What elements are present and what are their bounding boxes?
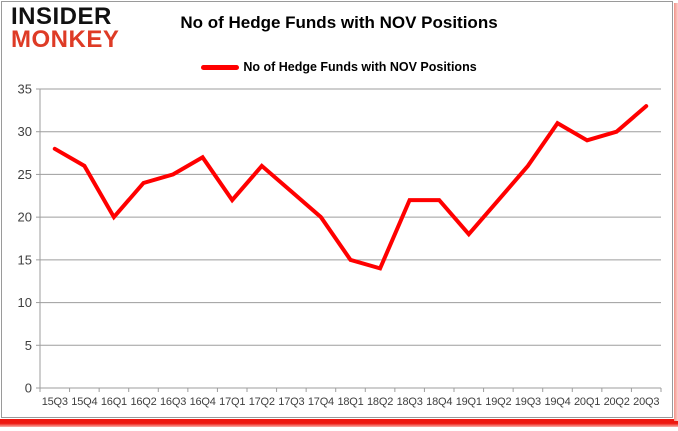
svg-text:17Q2: 17Q2 <box>249 396 275 408</box>
svg-text:16Q4: 16Q4 <box>190 396 216 408</box>
bottom-red-shadow <box>0 419 678 427</box>
x-axis-labels: 15Q3 15Q4 16Q1 16Q2 16Q3 16Q4 17Q1 17Q2 17Q3 17Q4… <box>42 396 660 408</box>
svg-text:18Q2: 18Q2 <box>367 396 393 408</box>
svg-text:17Q1: 17Q1 <box>219 396 245 408</box>
svg-text:16Q2: 16Q2 <box>130 396 156 408</box>
svg-text:25: 25 <box>18 167 32 182</box>
svg-text:18Q1: 18Q1 <box>337 396 363 408</box>
chart-frame <box>1 1 673 418</box>
legend: No of Hedge Funds with NOV Positions <box>0 60 678 74</box>
svg-text:10: 10 <box>18 295 32 310</box>
svg-text:35: 35 <box>18 82 32 97</box>
insider-monkey-logo: INSIDER MONKEY <box>11 3 120 53</box>
logo-monkey-text: MONKEY <box>11 25 120 53</box>
svg-text:19Q4: 19Q4 <box>544 396 570 408</box>
y-axis-labels: 0 5 10 15 20 25 30 35 <box>18 82 32 396</box>
svg-text:19Q2: 19Q2 <box>485 396 511 408</box>
gridlines <box>36 88 661 389</box>
legend-line-marker <box>201 64 240 70</box>
svg-text:18Q4: 18Q4 <box>426 396 452 408</box>
svg-text:16Q1: 16Q1 <box>101 396 127 408</box>
right-pink-shadow <box>674 3 678 421</box>
chart-title: No of Hedge Funds with NOV Positions <box>180 13 498 32</box>
svg-text:17Q4: 17Q4 <box>308 396 334 408</box>
svg-text:19Q3: 19Q3 <box>515 396 541 408</box>
svg-text:5: 5 <box>25 338 32 353</box>
svg-text:20Q2: 20Q2 <box>604 396 630 408</box>
svg-text:15: 15 <box>18 252 32 267</box>
svg-text:15Q4: 15Q4 <box>71 396 97 408</box>
svg-text:17Q3: 17Q3 <box>278 396 304 408</box>
series-line-hedge-funds <box>52 104 649 271</box>
svg-text:20Q1: 20Q1 <box>574 396 600 408</box>
svg-text:20: 20 <box>18 210 32 225</box>
svg-text:20Q3: 20Q3 <box>633 396 659 408</box>
svg-text:0: 0 <box>25 381 32 396</box>
logo-insider-text: INSIDER <box>11 3 112 30</box>
svg-text:16Q3: 16Q3 <box>160 396 186 408</box>
legend-label: No of Hedge Funds with NOV Positions <box>243 60 477 74</box>
x-axis-ticks <box>39 388 662 392</box>
svg-text:19Q1: 19Q1 <box>456 396 482 408</box>
svg-text:18Q3: 18Q3 <box>397 396 423 408</box>
svg-text:15Q3: 15Q3 <box>42 396 68 408</box>
svg-text:30: 30 <box>18 124 32 139</box>
